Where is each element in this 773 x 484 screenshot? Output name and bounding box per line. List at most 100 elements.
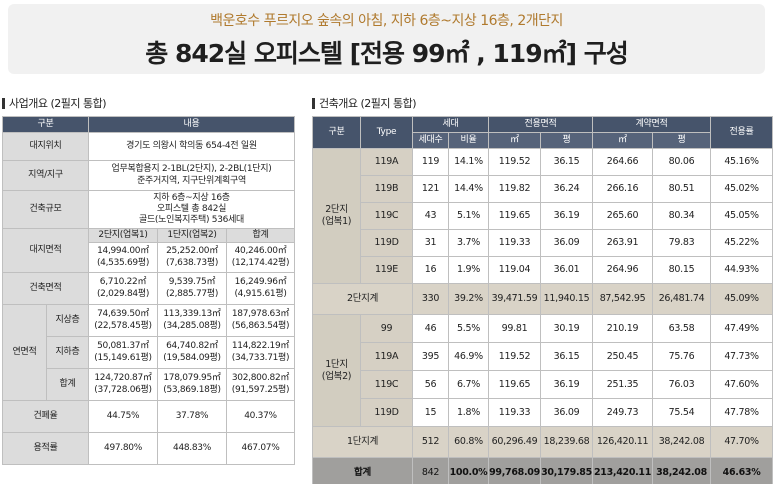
table-cell: 80.34 bbox=[652, 202, 712, 230]
type-cell: 119A bbox=[360, 342, 413, 371]
header-gubun: 구분 bbox=[2, 116, 89, 133]
table-cell: 44.93% bbox=[710, 256, 773, 284]
floor-above-complex1: 113,339.13㎡ (34,285.08평) bbox=[157, 304, 227, 337]
grand-total-row: 합계 842 100.0% 99,768.09 30,179.85 213,42… bbox=[312, 457, 773, 484]
table-cell: 264.96 bbox=[592, 256, 654, 284]
sub-ct-py: 평 bbox=[652, 132, 712, 149]
table-cell: 47.73% bbox=[710, 342, 773, 371]
complex2-total-label: 2단지계 bbox=[312, 283, 413, 315]
table-cell: 47.78% bbox=[710, 398, 773, 427]
table-cell: 6.7% bbox=[448, 370, 489, 399]
table-cell: 15 bbox=[412, 398, 449, 427]
complex1-total-label: 1단지계 bbox=[312, 426, 413, 458]
table-cell: 119.52 bbox=[488, 148, 541, 176]
floor-above-complex2: 74,639.50㎡ (22,578.45평) bbox=[88, 304, 158, 337]
site-area-total: 40,246.00㎡ (12,174.42평) bbox=[226, 242, 295, 273]
building-overview-table: 구분 Type 세대 전용면적 계약면적 전용률 세대수 비율 ㎡ 평 ㎡ 평 … bbox=[312, 116, 773, 484]
building-area-total: 16,249.96㎡ (4,915.61평) bbox=[226, 272, 295, 305]
table-cell: 45.16% bbox=[710, 148, 773, 176]
table-cell: 26,481.74 bbox=[652, 283, 712, 315]
floor-sum-complex2: 124,720.87㎡ (37,728.06평) bbox=[88, 368, 158, 401]
table-row: 119A 395 46.9% 119.52 36.15 250.45 75.76 47.73% bbox=[313, 342, 773, 371]
table-cell: 213,420.11 bbox=[592, 457, 654, 484]
building-area-label: 건축면적 bbox=[2, 272, 89, 305]
table-cell: 210.19 bbox=[592, 314, 654, 343]
complex2-label: 2단지 (업복1) bbox=[312, 148, 361, 284]
table-cell: 119.52 bbox=[488, 342, 541, 371]
table-cell: 80.51 bbox=[652, 175, 712, 203]
table-row: 119B 121 14.4% 119.82 36.24 266.16 80.51 45.02% bbox=[313, 175, 773, 203]
header-type: Type bbox=[360, 116, 413, 149]
table-cell: 842 bbox=[412, 457, 449, 484]
coverage-total: 40.37% bbox=[226, 400, 295, 433]
header-gubun: 구분 bbox=[312, 116, 361, 149]
table-row: 119D 15 1.8% 119.33 36.09 249.73 75.54 47.78% bbox=[313, 398, 773, 427]
table-cell: 43 bbox=[412, 202, 449, 230]
scale-label: 건축규모 bbox=[2, 190, 89, 229]
table-cell: 45.02% bbox=[710, 175, 773, 203]
zoning-label: 지역/지구 bbox=[2, 160, 89, 191]
section-bar-icon bbox=[312, 97, 315, 109]
section-bar-icon bbox=[2, 97, 5, 109]
type-cell: 119C bbox=[360, 370, 413, 399]
type-cell: 119C bbox=[360, 202, 413, 230]
table-cell: 30.19 bbox=[539, 314, 594, 343]
sub-ct-sqm: ㎡ bbox=[592, 132, 654, 149]
header-content: 내용 bbox=[88, 116, 295, 133]
table-cell: 39.2% bbox=[448, 283, 489, 315]
far-complex1: 448.83% bbox=[157, 432, 227, 465]
right-section-title: 건축개요 (2필지 통합) bbox=[312, 95, 417, 111]
table-row: 119E 16 1.9% 119.04 36.01 264.96 80.15 44.93% bbox=[313, 256, 773, 284]
table-cell: 56 bbox=[412, 370, 449, 399]
site-area-complex1: 25,252.00㎡ (7,638.73평) bbox=[157, 242, 227, 273]
table-cell: 79.83 bbox=[652, 229, 712, 257]
type-cell: 99 bbox=[360, 314, 413, 343]
table-cell: 36.19 bbox=[539, 370, 594, 399]
table-cell: 16 bbox=[412, 256, 449, 284]
table-cell: 80.06 bbox=[652, 148, 712, 176]
table-cell: 99.81 bbox=[488, 314, 541, 343]
table-cell: 251.35 bbox=[592, 370, 654, 399]
type-cell: 119D bbox=[360, 398, 413, 427]
header-households: 세대 bbox=[412, 116, 489, 133]
table-cell: 76.03 bbox=[652, 370, 712, 399]
type-cell: 119A bbox=[360, 148, 413, 176]
table-cell: 45.05% bbox=[710, 202, 773, 230]
col-total: 합계 bbox=[226, 228, 295, 243]
floor-sum-total: 302,800.82㎡ (91,597.25평) bbox=[226, 368, 295, 401]
table-cell: 119.82 bbox=[488, 175, 541, 203]
table-cell: 395 bbox=[412, 342, 449, 371]
type-cell: 119B bbox=[360, 175, 413, 203]
site-location-value: 경기도 의왕시 학의동 654-4전 일원 bbox=[88, 132, 295, 161]
table-cell: 80.15 bbox=[652, 256, 712, 284]
business-overview-table: 구분 내용 대지위치 경기도 의왕시 학의동 654-4전 일원 지역/지구 업… bbox=[2, 116, 295, 465]
table-cell: 99,768.09 bbox=[488, 457, 541, 484]
table-cell: 119.65 bbox=[488, 370, 541, 399]
header-ratio: 전용률 bbox=[710, 116, 773, 149]
header-contract: 계약면적 bbox=[592, 116, 712, 133]
col-complex2: 2단지(업복1) bbox=[88, 228, 158, 243]
table-cell: 1.8% bbox=[448, 398, 489, 427]
sub-count: 세대수 bbox=[412, 132, 449, 149]
table-cell: 46.9% bbox=[448, 342, 489, 371]
table-cell: 31 bbox=[412, 229, 449, 257]
table-cell: 36.01 bbox=[539, 256, 594, 284]
banner-title: 총 842실 오피스텔 [전용 99㎡ , 119㎡] 구성 bbox=[145, 39, 628, 68]
far-total: 467.07% bbox=[226, 432, 295, 465]
building-area-complex2: 6,710.22㎡ (2,029.84평) bbox=[88, 272, 158, 305]
table-cell: 38,242.08 bbox=[652, 457, 712, 484]
table-cell: 330 bbox=[412, 283, 449, 315]
coverage-complex1: 37.78% bbox=[157, 400, 227, 433]
table-cell: 60,296.49 bbox=[488, 426, 541, 458]
table-cell: 5.1% bbox=[448, 202, 489, 230]
table-cell: 249.73 bbox=[592, 398, 654, 427]
floor-below-label: 지하층 bbox=[46, 336, 89, 369]
far-complex2: 497.80% bbox=[88, 432, 158, 465]
building-area-complex1: 9,539.75㎡ (2,885.77평) bbox=[157, 272, 227, 305]
sub-ex-py: 평 bbox=[539, 132, 594, 149]
table-cell: 119.65 bbox=[488, 202, 541, 230]
table-cell: 75.54 bbox=[652, 398, 712, 427]
table-cell: 30,179.85 bbox=[539, 457, 594, 484]
floor-above-label: 지상층 bbox=[46, 304, 89, 337]
table-cell: 36.15 bbox=[539, 342, 594, 371]
